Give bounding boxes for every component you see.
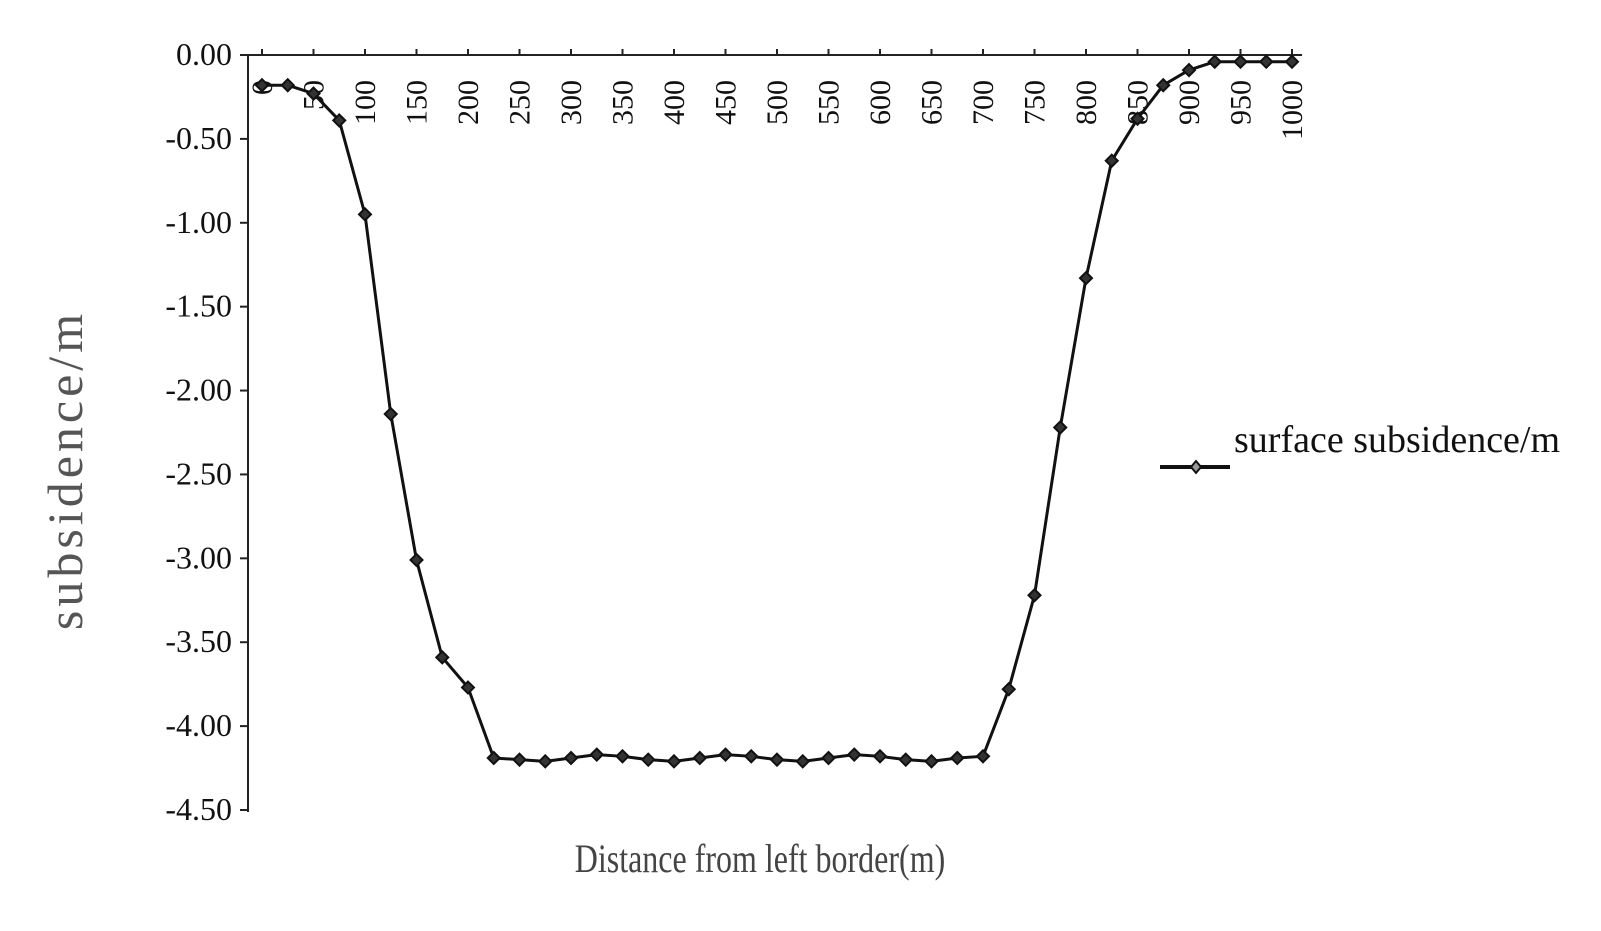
x-tick-label: 650 [916, 80, 949, 125]
data-point [949, 750, 965, 766]
data-point [615, 748, 630, 764]
data-point [537, 753, 553, 769]
data-point [357, 206, 373, 222]
data-point [692, 750, 708, 766]
y-tick-label: -4.00 [165, 707, 232, 743]
x-tick-label: 950 [1225, 80, 1258, 125]
data-point [563, 750, 579, 766]
y-tick-label: -2.50 [165, 455, 232, 491]
y-tick-label: -3.00 [165, 539, 232, 575]
data-point [924, 753, 939, 769]
data-point [1258, 54, 1274, 70]
x-tick-label: 1000 [1276, 80, 1309, 140]
data-point [743, 748, 759, 764]
data-point [280, 77, 296, 93]
data-point [1233, 54, 1248, 70]
data-point [872, 748, 888, 764]
x-tick-label: 100 [349, 80, 382, 125]
data-point [1001, 681, 1017, 697]
x-tick-label: 150 [401, 80, 434, 125]
x-tick-label: 750 [1019, 80, 1052, 125]
data-point [331, 113, 347, 128]
data-point [1284, 54, 1300, 70]
legend-marker [1189, 459, 1203, 475]
x-tick-label: 300 [555, 80, 588, 125]
data-point [460, 680, 476, 695]
data-point [409, 552, 424, 568]
x-axis-title: Distance from left border(m) [575, 837, 945, 881]
data-point [1052, 420, 1068, 435]
data-point [846, 747, 862, 763]
data-point [1130, 111, 1145, 127]
x-tick-label: 200 [452, 80, 485, 125]
x-tick-label: 700 [967, 80, 1000, 125]
y-tick-label: -2.00 [165, 372, 232, 408]
data-point [898, 752, 914, 768]
x-tick-label: 800 [1070, 80, 1103, 125]
data-point [975, 748, 991, 764]
data-point [486, 750, 502, 766]
data-point [1155, 77, 1171, 93]
data-point [589, 747, 605, 763]
x-tick-label: 550 [813, 80, 846, 125]
data-point [306, 86, 321, 102]
data-point [434, 649, 450, 665]
data-point [769, 752, 785, 768]
data-point [1207, 54, 1223, 70]
y-tick-label: -1.50 [165, 288, 232, 324]
data-point [718, 747, 733, 763]
x-tick-label: 250 [504, 80, 537, 125]
data-point [512, 752, 527, 768]
y-tick-label: -0.50 [165, 120, 232, 156]
y-tick-label: -3.50 [165, 623, 232, 659]
x-tick-label: 900 [1173, 80, 1206, 125]
x-tick-label: 400 [658, 80, 691, 125]
y-tick-label: -4.50 [165, 791, 232, 827]
data-point [1078, 270, 1094, 286]
data-point [640, 752, 656, 768]
data-point [1181, 62, 1197, 78]
data-point [821, 750, 836, 766]
x-tick-label: 500 [761, 80, 794, 125]
x-tick-label: 350 [607, 80, 640, 125]
x-tick-label: 450 [710, 80, 743, 125]
y-axis-title: subsidence/m [37, 310, 93, 630]
y-tick-label: -1.00 [165, 204, 232, 240]
x-tick-label: 600 [864, 80, 897, 125]
data-point [254, 77, 270, 93]
data-point [1027, 587, 1042, 603]
legend-label: surface subsidence/m [1234, 419, 1561, 461]
data-point [666, 753, 682, 769]
y-tick-label: 0.00 [176, 36, 232, 72]
data-point [795, 753, 811, 769]
data-point [383, 406, 399, 422]
data-point [1104, 153, 1120, 169]
series-line [262, 60, 1292, 763]
